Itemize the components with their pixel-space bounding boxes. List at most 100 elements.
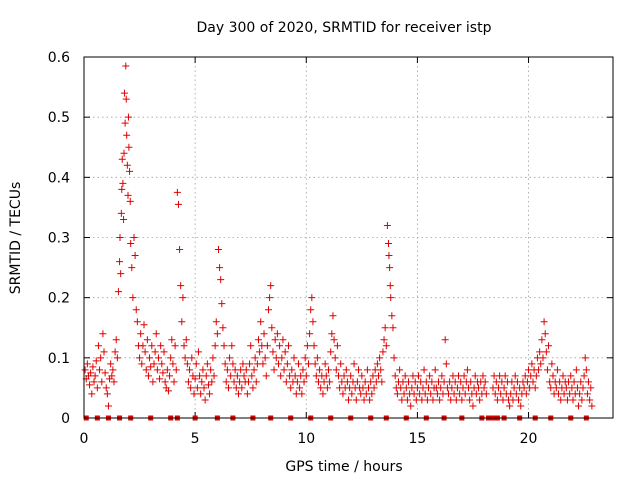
data-point bbox=[300, 378, 308, 386]
data-point bbox=[337, 360, 345, 368]
data-point bbox=[209, 354, 217, 362]
data-point bbox=[184, 378, 192, 386]
data-point bbox=[333, 342, 341, 350]
data-point bbox=[288, 366, 296, 374]
data-point bbox=[268, 324, 276, 332]
data-point bbox=[476, 396, 484, 404]
data-point bbox=[170, 378, 178, 386]
data-point bbox=[218, 300, 226, 308]
data-point bbox=[160, 348, 168, 356]
data-point bbox=[192, 360, 200, 368]
data-point bbox=[151, 348, 159, 356]
data-point bbox=[501, 372, 509, 380]
data-point bbox=[429, 396, 437, 404]
data-point bbox=[217, 276, 225, 284]
data-point bbox=[482, 390, 490, 398]
data-point bbox=[166, 372, 174, 380]
y-tick-label: 0.4 bbox=[48, 170, 70, 186]
data-point bbox=[83, 360, 91, 368]
data-point bbox=[153, 366, 161, 374]
data-point bbox=[122, 62, 130, 70]
data-point bbox=[97, 354, 105, 362]
data-point bbox=[180, 342, 188, 350]
data-point bbox=[545, 342, 553, 350]
data-point bbox=[243, 390, 251, 398]
data-point bbox=[441, 336, 449, 344]
data-point bbox=[471, 372, 479, 380]
data-point bbox=[150, 360, 158, 368]
data-point bbox=[396, 366, 404, 374]
data-point bbox=[428, 378, 436, 386]
data-point bbox=[366, 396, 374, 404]
data-point bbox=[576, 390, 584, 398]
data-point bbox=[386, 264, 394, 272]
data-point bbox=[201, 396, 209, 404]
data-point bbox=[132, 306, 140, 314]
data-point bbox=[177, 282, 185, 290]
data-point bbox=[269, 348, 277, 356]
data-point bbox=[385, 252, 393, 260]
x-tick-label: 5 bbox=[191, 431, 200, 447]
data-point bbox=[204, 381, 212, 389]
data-point bbox=[437, 384, 445, 392]
data-point bbox=[298, 390, 306, 398]
data-point bbox=[324, 366, 332, 374]
data-point bbox=[442, 360, 450, 368]
data-point bbox=[403, 396, 411, 404]
data-point bbox=[179, 294, 187, 302]
data-point bbox=[202, 372, 210, 380]
data-point bbox=[140, 321, 148, 329]
data-point bbox=[541, 330, 549, 338]
data-point bbox=[176, 246, 184, 254]
data-point bbox=[559, 372, 567, 380]
data-point bbox=[469, 402, 477, 410]
data-point bbox=[306, 330, 314, 338]
data-point bbox=[287, 384, 295, 392]
data-point bbox=[256, 348, 264, 356]
data-point bbox=[387, 294, 395, 302]
plot-frame bbox=[83, 56, 614, 419]
data-point bbox=[536, 348, 544, 356]
data-point bbox=[481, 378, 489, 386]
data-point bbox=[274, 360, 282, 368]
data-point bbox=[438, 372, 446, 380]
data-point bbox=[585, 378, 593, 386]
data-point bbox=[118, 185, 126, 193]
data-point bbox=[226, 354, 234, 362]
x-axis-label: GPS time / hours bbox=[285, 459, 402, 475]
data-point bbox=[187, 384, 195, 392]
data-point bbox=[81, 366, 89, 374]
data-point bbox=[149, 378, 157, 386]
data-point bbox=[252, 378, 260, 386]
data-point bbox=[224, 384, 232, 392]
data-point bbox=[168, 336, 176, 344]
data-point bbox=[197, 390, 205, 398]
data-point bbox=[577, 378, 585, 386]
data-point bbox=[212, 318, 220, 326]
data-point bbox=[200, 384, 208, 392]
data-point bbox=[262, 372, 270, 380]
data-point bbox=[579, 384, 587, 392]
data-point bbox=[277, 372, 285, 380]
data-point bbox=[557, 396, 565, 404]
axis-ticks: 0 5 10 15 20 0 0.1 0.2 0.3 0.4 0.5 0.6 bbox=[48, 50, 613, 447]
data-point bbox=[126, 167, 134, 175]
data-point bbox=[137, 330, 145, 338]
data-point bbox=[587, 384, 595, 392]
data-point bbox=[138, 360, 146, 368]
data-point bbox=[163, 366, 171, 374]
data-point bbox=[327, 348, 335, 356]
data-point bbox=[317, 384, 325, 392]
data-point bbox=[390, 354, 398, 362]
data-point bbox=[578, 396, 586, 404]
data-point bbox=[388, 312, 396, 320]
data-point bbox=[111, 348, 119, 356]
data-point bbox=[130, 234, 138, 241]
data-point bbox=[146, 354, 154, 362]
data-point bbox=[460, 372, 468, 380]
data-point bbox=[479, 372, 487, 380]
data-point bbox=[133, 318, 141, 326]
data-point bbox=[211, 342, 219, 350]
data-point bbox=[463, 366, 471, 374]
data-point bbox=[190, 390, 198, 398]
